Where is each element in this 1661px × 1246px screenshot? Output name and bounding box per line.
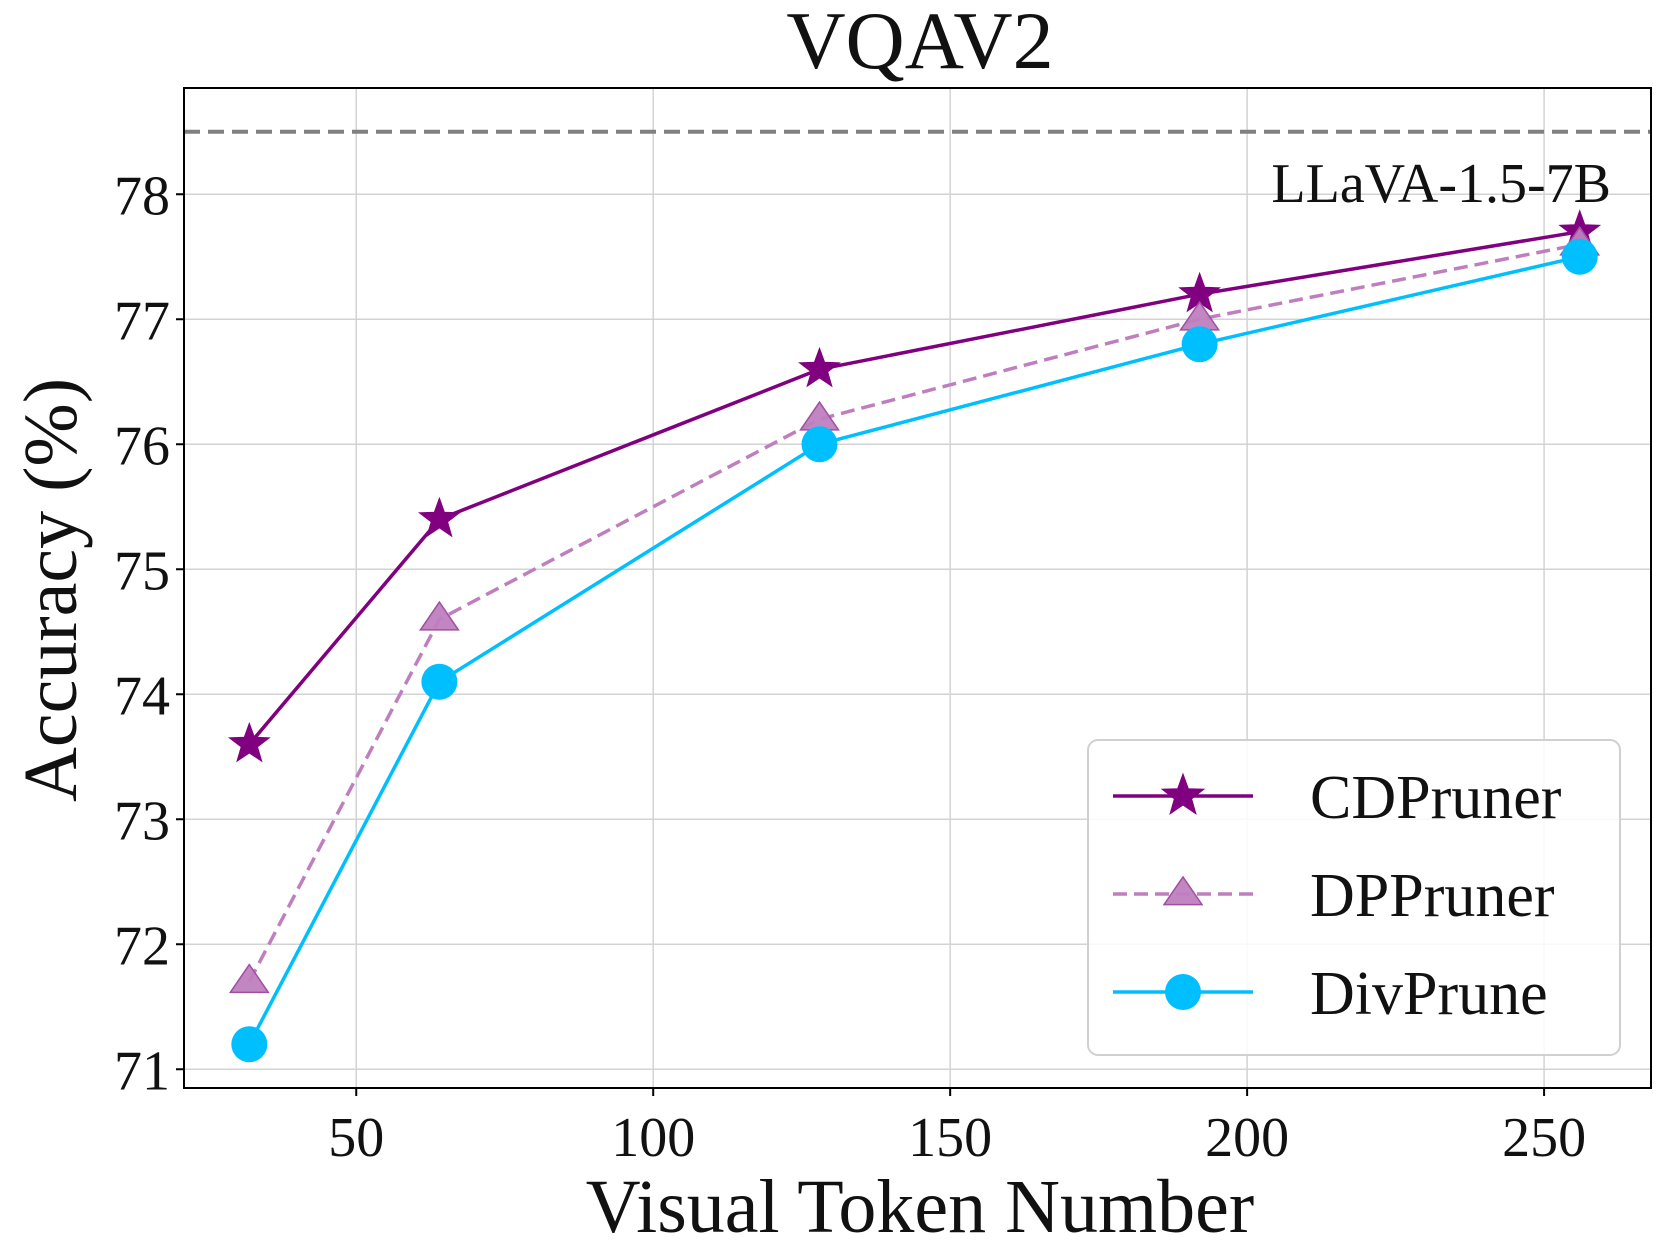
point-CDPruner-64 [417,496,461,538]
point-DivPrune-256 [1561,238,1598,275]
series-DivPrune [231,238,1598,1063]
point-DivPrune-192 [1181,326,1218,363]
x-tick-label-100: 100 [611,1107,695,1169]
y-tick-label-77: 77 [114,290,170,352]
x-tick-label-250: 250 [1502,1107,1586,1169]
legend-label-DivPrune: DivPrune [1310,960,1548,1028]
x-axis: 50 100 150 200 250 [328,1088,1586,1169]
y-tick-label-78: 78 [114,165,170,227]
y-tick-label-71: 71 [114,1040,170,1102]
y-tick-label-72: 72 [114,915,170,977]
y-tick-label-74: 74 [114,665,170,727]
point-CDPruner-128 [798,346,841,388]
point-DPPruner-32 [228,963,270,994]
y-axis-label: Accuracy (%) [9,378,93,802]
y-axis: 71 72 73 74 75 76 77 78 [114,165,184,1102]
legend-label-DPPruner: DPPruner [1310,862,1555,930]
baseline-group: LLaVA-1.5-7B [184,129,1651,215]
x-tick-label-50: 50 [328,1107,384,1169]
legend-marker-DivPrune [1165,974,1201,1010]
series-DPPruner [228,225,1601,994]
legend-marker-CDPruner [1160,772,1206,815]
legend: CDPruner DPPruner DivPrune [1087,739,1621,1056]
y-tick-label-75: 75 [114,540,170,602]
plot-frame [183,87,1652,1089]
point-DivPrune-128 [801,426,838,463]
legend-box [1087,739,1621,1056]
x-tick-label-150: 150 [908,1107,992,1169]
legend-label-CDPruner: CDPruner [1310,764,1562,832]
y-tick-label-76: 76 [114,415,170,477]
series-group [227,209,1602,1063]
point-DPPruner-64 [418,600,460,631]
point-CDPruner-32 [227,721,271,763]
x-axis-label: Visual Token Number [586,1165,1254,1246]
x-tick-label-200: 200 [1205,1107,1289,1169]
chart-title: VQAV2 [786,0,1053,86]
legend-marker-DPPruner [1162,875,1204,906]
point-DivPrune-32 [231,1026,268,1063]
point-DivPrune-64 [421,663,458,700]
baseline-label: LLaVA-1.5-7B [1271,153,1611,215]
y-tick-label-73: 73 [114,790,170,852]
